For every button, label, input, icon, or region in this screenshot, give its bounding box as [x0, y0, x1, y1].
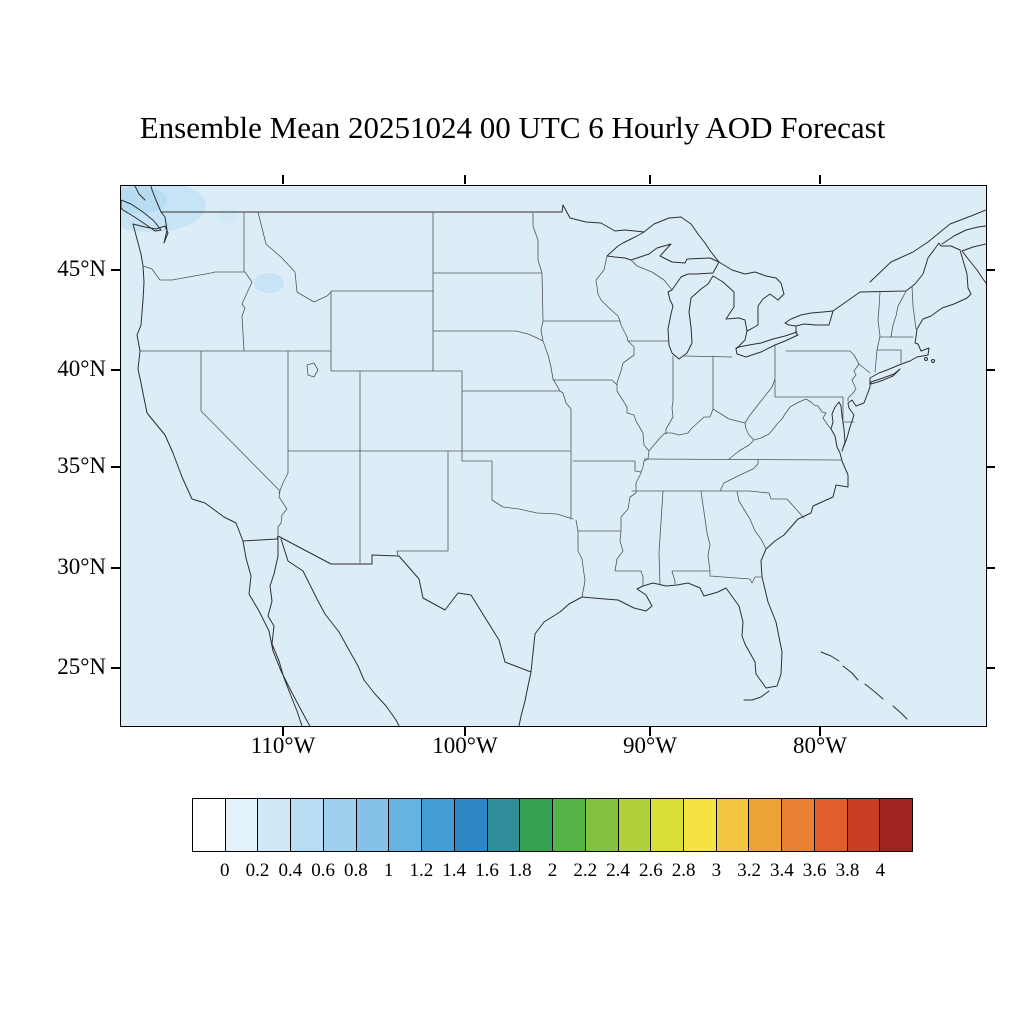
island-dot [924, 357, 928, 361]
lon-tick-top [819, 175, 821, 184]
colorbar-tick-label: 1.6 [475, 860, 499, 881]
colorbar-box [846, 798, 881, 852]
colorbar-tick-label: 3 [711, 860, 722, 881]
colorbar-box [322, 798, 357, 852]
colorbar-box [224, 798, 259, 852]
colorbar-box [290, 798, 324, 852]
lat-tick-label: 35°N [57, 453, 106, 478]
new-brunswick-coast [961, 243, 986, 284]
lat-tick-right [986, 466, 995, 468]
lat-tick-label: 40°N [57, 356, 106, 381]
gaspe-coast [941, 225, 986, 245]
lat-tick-label: 25°N [57, 654, 106, 679]
colorbar-box [650, 798, 685, 852]
colorbar-tick-label: 0.8 [343, 860, 368, 881]
coastlines [121, 186, 986, 726]
lon-tick-top [464, 175, 466, 184]
colorbar [192, 798, 914, 852]
colorbar-box [355, 798, 390, 852]
colorbar-tick-label: 0.4 [278, 860, 303, 881]
colorbar-box [617, 798, 652, 852]
colorbar-tick-label: 3.6 [802, 860, 827, 881]
lat-tick-label: 30°N [57, 554, 106, 579]
lon-tick-label: 110°W [250, 733, 316, 758]
great-salt-lake [306, 362, 319, 378]
lat-tick-label: 45°N [57, 256, 106, 281]
colorbar-tick-label: 0.6 [311, 860, 335, 881]
conus-outline [132, 204, 972, 689]
lake-erie-north-shore [735, 331, 798, 349]
colorbar-box [453, 798, 488, 852]
colorbar-tick-label: 1.2 [409, 860, 434, 881]
map-background [121, 186, 986, 726]
baja-california [242, 537, 311, 726]
colorbar-box [486, 798, 521, 852]
colorbar-tick-label: 4 [875, 860, 885, 881]
lon-tick-top [649, 175, 651, 184]
state-borders [139, 211, 917, 598]
island-dot [931, 359, 935, 363]
mexico-gulf-coast [518, 671, 532, 726]
colorbar-tick-label: 1.4 [442, 860, 467, 881]
lat-tick-left [111, 466, 120, 468]
colorbar-box [421, 798, 455, 852]
colorbar-box [584, 798, 619, 852]
lat-tick-left [111, 667, 120, 669]
lat-tick-left [111, 269, 120, 271]
plot-title: Ensemble Mean 20251024 00 UTC 6 Hourly A… [139, 110, 886, 145]
colorbar-tick-label: 2.4 [606, 860, 630, 881]
bc-coast [134, 186, 162, 213]
colorbar-box [683, 798, 717, 852]
colorbar-box [257, 798, 292, 852]
colorbar-tick-label: 3.8 [835, 860, 860, 881]
colorbar-tick-label: 3.4 [770, 860, 794, 881]
colorbar-tick-label: 1 [383, 860, 394, 881]
colorbar-tick-label: 1.8 [507, 860, 532, 881]
lon-tick-bottom [464, 727, 466, 736]
lon-tick-top [282, 175, 284, 184]
map-panel [120, 185, 987, 727]
colorbar-tick-label: 0 [220, 860, 230, 881]
colorbar-box [813, 798, 848, 852]
lon-tick-bottom [819, 727, 821, 736]
colorbar-box [781, 798, 815, 852]
colorbar-tick-label: 2.8 [671, 860, 696, 881]
colorbar-box [552, 798, 586, 852]
colorbar-tick-label: 2.2 [573, 860, 598, 881]
bahamas-islands [820, 651, 908, 720]
lat-tick-right [986, 269, 995, 271]
lat-tick-right [986, 667, 995, 669]
colorbar-box [388, 798, 423, 852]
vancouver-island [121, 199, 162, 232]
lake-superior-north-shore [643, 216, 720, 263]
colorbar-box [879, 798, 914, 852]
conus-map [121, 186, 986, 726]
st-lawrence-north-shore [869, 209, 986, 283]
lat-tick-right [986, 369, 995, 371]
florida-keys [743, 690, 770, 701]
colorbar-tick-label: 0.2 [245, 860, 270, 881]
colorbar-box [748, 798, 783, 852]
long-island [870, 368, 901, 385]
lon-tick-label: 80°W [793, 733, 847, 758]
mexico-pacific-coast [280, 538, 400, 726]
lon-tick-bottom [649, 727, 651, 736]
lat-tick-left [111, 567, 120, 569]
lake-huron-east-shore [718, 261, 785, 332]
lake-ontario-north-shore [784, 310, 834, 327]
lon-tick-label: 90°W [623, 733, 677, 758]
colorbar-box [192, 798, 226, 852]
lat-tick-right [986, 567, 995, 569]
colorbar-tick-label: 3.2 [737, 860, 761, 881]
colorbar-tick-label: 2.6 [638, 860, 663, 881]
lon-tick-bottom [282, 727, 284, 736]
lon-tick-label: 100°W [432, 733, 498, 758]
colorbar-box [519, 798, 554, 852]
colorbar-tick-label: 2 [547, 860, 558, 881]
lat-tick-left [111, 369, 120, 371]
colorbar-box [715, 798, 750, 852]
